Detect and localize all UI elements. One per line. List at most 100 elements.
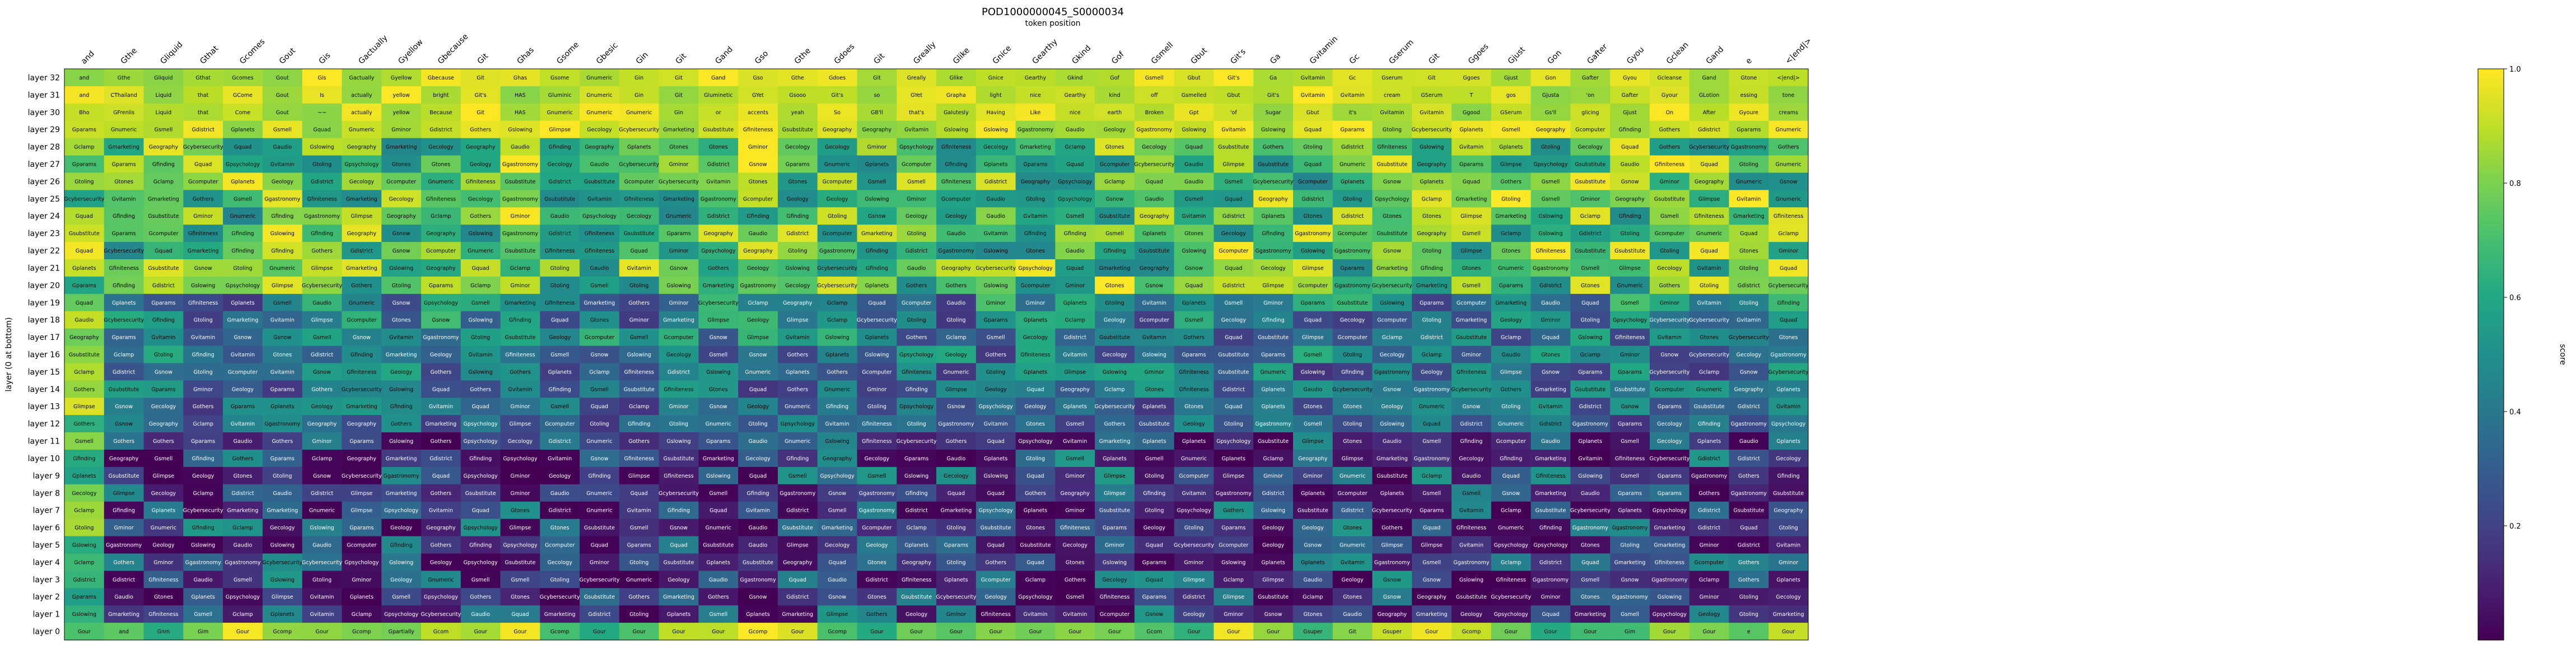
cell-label: Gothers [193,196,214,202]
cell-label: Gso [753,75,763,81]
heatmap-cell [1610,276,1650,295]
cell-label: Gsmell [1145,75,1164,81]
cell-label: Gtoling [1620,543,1639,549]
cell-label: Gvitamin [1737,196,1761,202]
cell-label: Gnumeric [706,525,731,531]
cell-label: Gslowing [508,127,532,133]
cell-label: Gsmell [867,179,886,185]
heatmap-cell [1292,536,1333,554]
cell-label: Gslowing [706,369,730,375]
heatmap-cell [104,605,144,623]
cell-label: Gecology [1063,543,1088,549]
cell-label: Gothers [985,352,1006,358]
cell-label: Gpsychology [464,421,498,427]
cell-label: Gaudio [471,611,490,618]
cell-label: Gecology [587,127,612,133]
heatmap-cell [421,571,461,589]
colorbar-segment [2478,383,2504,389]
heatmap-cell [1095,380,1135,398]
cell-label: Gtones [550,525,570,531]
cell-label: Gsubstitute [981,525,1011,531]
cell-label: Glimpse [1460,213,1482,220]
heatmap-cell [857,415,897,433]
cell-label: Gclamp [1303,594,1323,600]
cell-label: Gtones [1105,283,1124,289]
heatmap-cell [1055,311,1095,329]
heatmap-cell [897,190,937,208]
cell-label: Gcomputer [1655,386,1684,393]
cell-label: Gothers [1500,179,1522,185]
cell-label: Glimpse [1460,248,1482,254]
heatmap-cell [1214,571,1254,589]
cell-label: Gsubstitute [1733,508,1764,514]
cell-label: Gtones [392,162,411,168]
cell-label: Ggastronomy [264,196,300,202]
heatmap-cell [817,225,857,242]
cell-label: Gtoling [391,283,410,289]
cell-label: Gaudio [273,144,292,151]
cell-label: Gour [870,629,883,635]
cell-label: Gclamp [1501,559,1521,566]
cell-label: Gcybersecurity [104,318,144,324]
heatmap-cell [1015,276,1056,295]
cell-label: Geography [1695,179,1724,185]
heatmap-cell [143,138,184,156]
heatmap-cell [1174,432,1214,450]
cell-label: Gsmell [234,196,252,202]
heatmap-cell [104,207,144,225]
heatmap-cell [500,363,540,381]
heatmap-cell [936,450,977,468]
heatmap-cell [1768,242,1809,260]
heatmap-cell [381,155,422,173]
cell-label: Gout [276,92,289,99]
cell-label: Gfiniteness [148,611,178,618]
cell-label: Gfiniteness [941,144,971,151]
heatmap-cell [1570,380,1611,398]
heatmap-cell [1412,225,1452,242]
heatmap-cell [1610,363,1650,381]
cell-label: Geology [906,213,928,220]
heatmap-cell [1649,259,1690,277]
heatmap-cell [698,415,739,433]
colorbar-segment [2478,359,2504,365]
heatmap-cell [1649,345,1690,363]
cell-label: Gsmell [590,386,609,393]
x-tick-label: Gdoes [833,42,857,66]
heatmap-cell [1214,553,1254,571]
heatmap-cell [659,242,699,260]
cell-label: Gparams [1142,559,1166,566]
heatmap-cell [1134,293,1175,312]
cell-label: Gcybersecurity [619,127,659,133]
heatmap-cell [302,588,342,606]
heatmap-cell [1095,120,1135,139]
cell-label: actually [351,92,372,99]
cell-label: Gtoling [907,231,926,237]
cell-label: Gfinding [746,491,769,497]
cell-label: Gfinding [469,456,492,462]
cell-label: Gnumeric [586,110,612,116]
heatmap-cell [619,553,659,571]
heatmap-cell [460,519,501,536]
heatmap-cell [342,293,382,312]
colorbar-segment [2478,273,2504,279]
cell-label: Gtoling [629,559,648,566]
heatmap-cell [1452,398,1492,415]
heatmap-cell [1134,328,1175,346]
heatmap-cell [738,432,778,450]
cell-label: Gour [791,629,804,635]
heatmap-cell [223,571,263,589]
heatmap-cell [1253,69,1294,87]
cell-label: Gothers [431,543,452,549]
heatmap-cell [1055,242,1095,260]
cell-label: Glimpse [787,543,809,549]
x-tick-label: Gin [634,50,650,66]
cell-label: Gplanets [1459,127,1483,133]
heatmap-cell [1332,69,1373,87]
heatmap-cell [1174,363,1214,381]
cell-label: Gnumeric [1775,127,1801,133]
heatmap-cell [897,293,937,312]
heatmap-cell [143,242,184,260]
heatmap-cell [421,276,461,295]
cell-label: Gsmell [313,335,332,341]
heatmap-cell [262,345,303,363]
